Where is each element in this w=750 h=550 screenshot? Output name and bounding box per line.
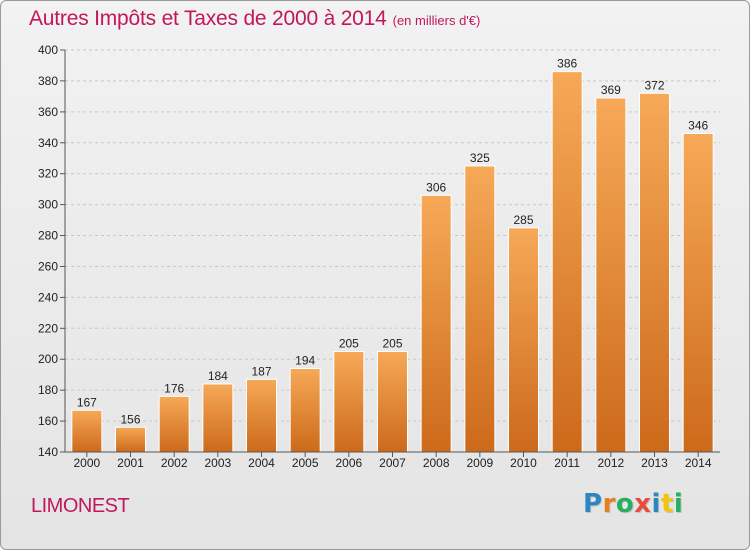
x-tick-label: 2001 bbox=[117, 456, 144, 470]
place-name: LIMONEST bbox=[31, 495, 130, 517]
x-tick-label: 2014 bbox=[685, 456, 712, 470]
bar-2006 bbox=[333, 351, 365, 453]
x-tick-label: 2006 bbox=[335, 456, 362, 470]
data-label: 156 bbox=[120, 412, 140, 426]
axes bbox=[60, 49, 720, 457]
x-tick-label: 2008 bbox=[423, 456, 450, 470]
x-tick-label: 2010 bbox=[510, 456, 537, 470]
bar-2005 bbox=[289, 368, 321, 453]
chart-subtitle: (en milliers d'€) bbox=[392, 13, 481, 28]
data-label: 372 bbox=[644, 78, 664, 92]
x-tick-label: 2007 bbox=[379, 456, 406, 470]
logo-letter: x bbox=[634, 489, 652, 519]
y-tick-label: 200 bbox=[38, 352, 58, 366]
labels: 140 160 180 200 220 240 260 280 300 320 340 360 380 4… bbox=[38, 43, 712, 470]
y-tick-label: 380 bbox=[38, 74, 58, 88]
x-tick-label: 2004 bbox=[248, 456, 275, 470]
bar-2007 bbox=[377, 351, 408, 453]
y-tick-label: 320 bbox=[38, 167, 58, 181]
bar-2002 bbox=[158, 395, 190, 453]
proxiti-logo[interactable]: Proxiti bbox=[583, 489, 683, 519]
bars bbox=[71, 71, 714, 453]
bar-2003 bbox=[202, 383, 234, 453]
x-tick-label: 2012 bbox=[597, 456, 624, 470]
bar-2014 bbox=[682, 132, 714, 453]
logo-letter: P bbox=[583, 489, 603, 519]
data-label: 369 bbox=[601, 83, 621, 97]
logo-letter: o bbox=[615, 489, 635, 519]
data-label: 306 bbox=[426, 180, 446, 194]
logo-letter: i bbox=[651, 489, 661, 519]
y-tick-label: 400 bbox=[38, 43, 58, 57]
logo-letter: r bbox=[602, 489, 616, 519]
x-tick-label: 2002 bbox=[161, 456, 188, 470]
y-tick-label: 220 bbox=[38, 321, 58, 335]
data-label: 194 bbox=[295, 354, 315, 368]
y-tick-label: 160 bbox=[38, 414, 58, 428]
x-tick-label: 2009 bbox=[466, 456, 493, 470]
data-label: 325 bbox=[470, 151, 490, 165]
data-label: 205 bbox=[382, 337, 402, 351]
data-label: 176 bbox=[164, 381, 184, 395]
chart-title: Autres Impôts et Taxes de 2000 à 2014 (en… bbox=[29, 7, 480, 31]
x-tick-label: 2000 bbox=[73, 456, 100, 470]
y-tick-label: 180 bbox=[38, 383, 58, 397]
bar-2012 bbox=[595, 97, 627, 453]
y-tick-label: 360 bbox=[38, 105, 58, 119]
y-tick-label: 280 bbox=[38, 229, 58, 243]
data-label: 205 bbox=[339, 337, 359, 351]
x-tick-label: 2013 bbox=[641, 456, 668, 470]
y-tick-label: 300 bbox=[38, 198, 58, 212]
y-tick-label: 140 bbox=[38, 445, 58, 459]
data-label: 285 bbox=[513, 213, 533, 227]
data-label: 184 bbox=[208, 369, 228, 383]
bar-2004 bbox=[246, 378, 277, 453]
data-label: 386 bbox=[557, 57, 577, 71]
bar-2010 bbox=[508, 227, 539, 453]
logo-letter: t bbox=[660, 489, 674, 519]
bar-2011 bbox=[551, 71, 583, 453]
y-tick-label: 340 bbox=[38, 136, 58, 150]
y-tick-label: 240 bbox=[38, 290, 58, 304]
x-tick-label: 2003 bbox=[204, 456, 231, 470]
data-label: 167 bbox=[77, 395, 97, 409]
bar-2013 bbox=[639, 92, 670, 453]
bar-2001 bbox=[115, 426, 146, 453]
chart-title-text: Autres Impôts et Taxes de 2000 à 2014 bbox=[29, 7, 387, 30]
y-tick-label: 260 bbox=[38, 259, 58, 273]
x-tick-label: 2011 bbox=[554, 456, 580, 470]
data-label: 346 bbox=[688, 118, 708, 132]
data-label: 187 bbox=[251, 364, 271, 378]
logo-letter: i bbox=[673, 489, 684, 519]
bar-2000 bbox=[71, 409, 103, 453]
bar-2009 bbox=[464, 165, 496, 453]
x-tick-label: 2005 bbox=[292, 456, 319, 470]
bar-2008 bbox=[420, 194, 452, 453]
